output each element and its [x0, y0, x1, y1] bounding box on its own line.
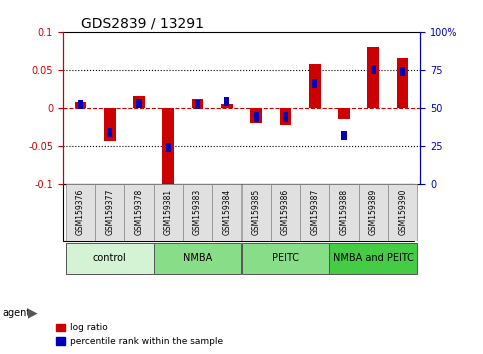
Bar [78, 100, 83, 109]
Bar [283, 113, 288, 121]
Bar [397, 58, 409, 108]
Bar [338, 108, 350, 119]
Text: agent: agent [2, 308, 30, 318]
Bar [224, 97, 229, 106]
Bar [370, 65, 376, 74]
Text: GSM159389: GSM159389 [369, 188, 378, 235]
Text: GSM159377: GSM159377 [105, 188, 114, 235]
Text: GDS2839 / 13291: GDS2839 / 13291 [81, 17, 204, 31]
Text: GSM159385: GSM159385 [252, 188, 261, 235]
Bar [250, 108, 262, 123]
Bar [309, 64, 321, 108]
Text: ▶: ▶ [28, 307, 38, 320]
Text: GSM159383: GSM159383 [193, 188, 202, 235]
Bar [242, 243, 329, 274]
Bar [221, 104, 233, 108]
Legend: log ratio, percentile rank within the sample: log ratio, percentile rank within the sa… [53, 320, 227, 349]
Bar [312, 79, 317, 88]
Bar [341, 131, 347, 140]
Bar [95, 184, 124, 241]
Bar [329, 243, 417, 274]
Bar [154, 243, 242, 274]
Bar [400, 67, 405, 76]
Bar [74, 102, 86, 108]
Bar [136, 99, 142, 108]
Bar [368, 47, 379, 108]
Bar [359, 184, 388, 241]
Text: GSM159387: GSM159387 [310, 188, 319, 235]
Text: NMBA and PEITC: NMBA and PEITC [333, 253, 414, 263]
Text: GSM159390: GSM159390 [398, 188, 407, 235]
Text: GSM159381: GSM159381 [164, 188, 173, 235]
Bar [183, 184, 212, 241]
Text: NMBA: NMBA [183, 253, 212, 263]
Bar [66, 243, 154, 274]
Text: GSM159386: GSM159386 [281, 188, 290, 235]
Bar [192, 99, 203, 108]
Bar [133, 96, 145, 108]
Text: GSM159378: GSM159378 [134, 188, 143, 235]
Bar [107, 127, 113, 137]
Text: GSM159384: GSM159384 [222, 188, 231, 235]
Bar [271, 184, 300, 241]
Bar [212, 184, 242, 241]
Bar [388, 184, 417, 241]
Bar [280, 108, 291, 125]
Text: GSM159388: GSM159388 [340, 188, 349, 235]
Text: PEITC: PEITC [272, 253, 299, 263]
Bar [154, 184, 183, 241]
Bar [329, 184, 359, 241]
Bar [166, 143, 171, 152]
Bar [242, 184, 271, 241]
Bar [162, 108, 174, 184]
Bar [195, 100, 200, 109]
Text: control: control [93, 253, 127, 263]
Bar [300, 184, 329, 241]
Bar [254, 113, 259, 121]
Bar [66, 184, 95, 241]
Text: GSM159376: GSM159376 [76, 188, 85, 235]
Bar [104, 108, 115, 141]
Bar [124, 184, 154, 241]
